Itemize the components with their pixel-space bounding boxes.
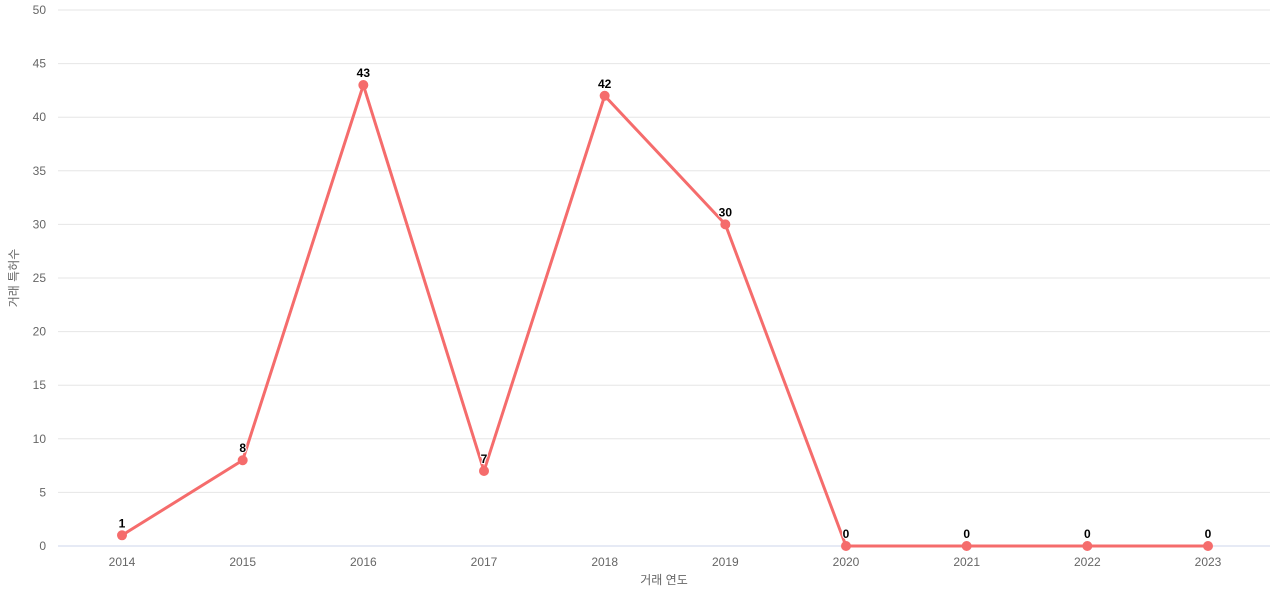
data-point-label: 0	[1084, 527, 1091, 541]
data-point[interactable]	[841, 541, 851, 551]
y-tick-label: 0	[39, 539, 46, 553]
x-tick-label: 2020	[833, 555, 860, 569]
data-point[interactable]	[961, 541, 972, 551]
y-tick-label: 40	[33, 110, 47, 124]
x-tick-label: 2022	[1074, 555, 1101, 569]
series-line[interactable]	[120, 83, 1210, 548]
data-point[interactable]	[117, 530, 127, 541]
data-point-label: 30	[719, 205, 733, 219]
x-axis-tick-labels: 2014 2015 2016 2017 2018 2019 2020 2021 2022 2023	[109, 555, 1222, 569]
data-point-label: 43	[357, 66, 371, 80]
x-tick-label: 2018	[591, 555, 618, 569]
x-tick-label: 2021	[953, 555, 980, 569]
y-tick-label: 35	[33, 164, 47, 178]
x-tick-label: 2017	[471, 555, 498, 569]
data-label-layer: 1 8 43 7 42 30 0 0 0 0	[118, 65, 1213, 542]
y-tick-label: 5	[39, 485, 46, 499]
y-tick-label: 15	[33, 378, 47, 392]
data-point-label: 0	[963, 527, 970, 541]
data-point-label: 42	[598, 77, 612, 91]
x-tick-label: 2023	[1195, 555, 1222, 569]
data-point[interactable]	[599, 90, 610, 101]
data-point-label: 0	[843, 527, 850, 541]
data-point[interactable]	[479, 465, 489, 476]
x-tick-label: 2016	[350, 555, 377, 569]
data-point-label: 0	[1205, 527, 1212, 541]
y-tick-label: 45	[33, 57, 47, 71]
y-tick-label: 30	[33, 217, 47, 231]
y-tick-label: 25	[33, 271, 47, 285]
data-point-label: 8	[239, 441, 246, 455]
data-point[interactable]	[1082, 541, 1093, 551]
x-tick-label: 2014	[109, 555, 136, 569]
x-tick-label: 2019	[712, 555, 739, 569]
data-point[interactable]	[237, 455, 248, 466]
grid-layer	[58, 9, 1270, 547]
data-point[interactable]	[1203, 541, 1213, 551]
data-point[interactable]	[720, 219, 731, 230]
y-tick-label: 20	[33, 325, 47, 339]
series-layer	[117, 80, 1213, 551]
x-axis-title: 거래 연도	[640, 573, 688, 587]
y-axis-title: 거래 특허수	[7, 249, 21, 308]
y-axis-tick-labels: 0 5 10 15 20 25 30 35 40 45 50	[33, 3, 47, 553]
data-point-label: 7	[481, 452, 488, 466]
data-point-label: 1	[119, 516, 126, 530]
data-point[interactable]	[358, 80, 369, 91]
x-tick-label: 2015	[229, 555, 256, 569]
y-tick-label: 50	[33, 3, 47, 17]
y-tick-label: 10	[33, 432, 47, 446]
